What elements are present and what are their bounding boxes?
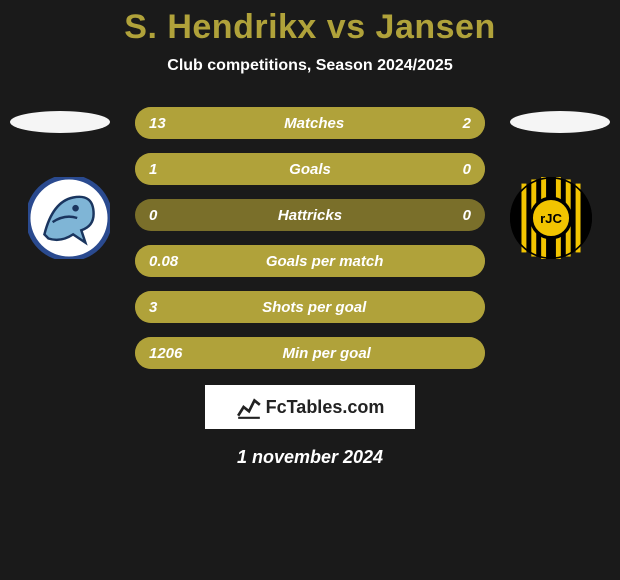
- stat-label: Shots per goal: [157, 299, 471, 316]
- stat-row: 1206Min per goal: [135, 337, 485, 369]
- chart-icon: [236, 394, 262, 420]
- stat-label: Goals per match: [178, 253, 471, 270]
- stat-label: Goals: [157, 161, 462, 178]
- stat-left-value: 1: [135, 161, 157, 178]
- stat-label: Hattricks: [157, 207, 462, 224]
- fc-den-bosch-icon: [28, 177, 110, 259]
- date-text: 1 november 2024: [0, 447, 620, 468]
- stat-left-value: 3: [135, 299, 157, 316]
- stat-row: 13Matches2: [135, 107, 485, 139]
- stat-bars: 13Matches21Goals00Hattricks00.08Goals pe…: [135, 107, 485, 383]
- comparison-section: rJC 13Matches21Goals00Hattricks00.08Goal…: [0, 107, 620, 377]
- svg-text:rJC: rJC: [540, 211, 562, 226]
- stat-row: 3Shots per goal: [135, 291, 485, 323]
- stat-left-value: 1206: [135, 345, 182, 362]
- stat-right-value: 2: [463, 115, 485, 132]
- roda-jc-icon: rJC: [510, 177, 592, 259]
- stat-right-value: 0: [463, 161, 485, 178]
- stat-label: Matches: [166, 115, 463, 132]
- right-club-badge: rJC: [510, 177, 592, 259]
- page-title: S. Hendrikx vs Jansen: [0, 8, 620, 47]
- right-flag-icon: [510, 111, 610, 133]
- stat-row: 0Hattricks0: [135, 199, 485, 231]
- subtitle: Club competitions, Season 2024/2025: [0, 57, 620, 75]
- stat-left-value: 0: [135, 207, 157, 224]
- left-club-badge: [28, 177, 110, 259]
- stat-left-value: 0.08: [135, 253, 178, 270]
- stat-left-value: 13: [135, 115, 166, 132]
- watermark: FcTables.com: [205, 385, 415, 429]
- stat-row: 1Goals0: [135, 153, 485, 185]
- watermark-text: FcTables.com: [266, 397, 385, 418]
- stat-right-value: 0: [463, 207, 485, 224]
- stat-row: 0.08Goals per match: [135, 245, 485, 277]
- stat-label: Min per goal: [182, 345, 471, 362]
- left-flag-icon: [10, 111, 110, 133]
